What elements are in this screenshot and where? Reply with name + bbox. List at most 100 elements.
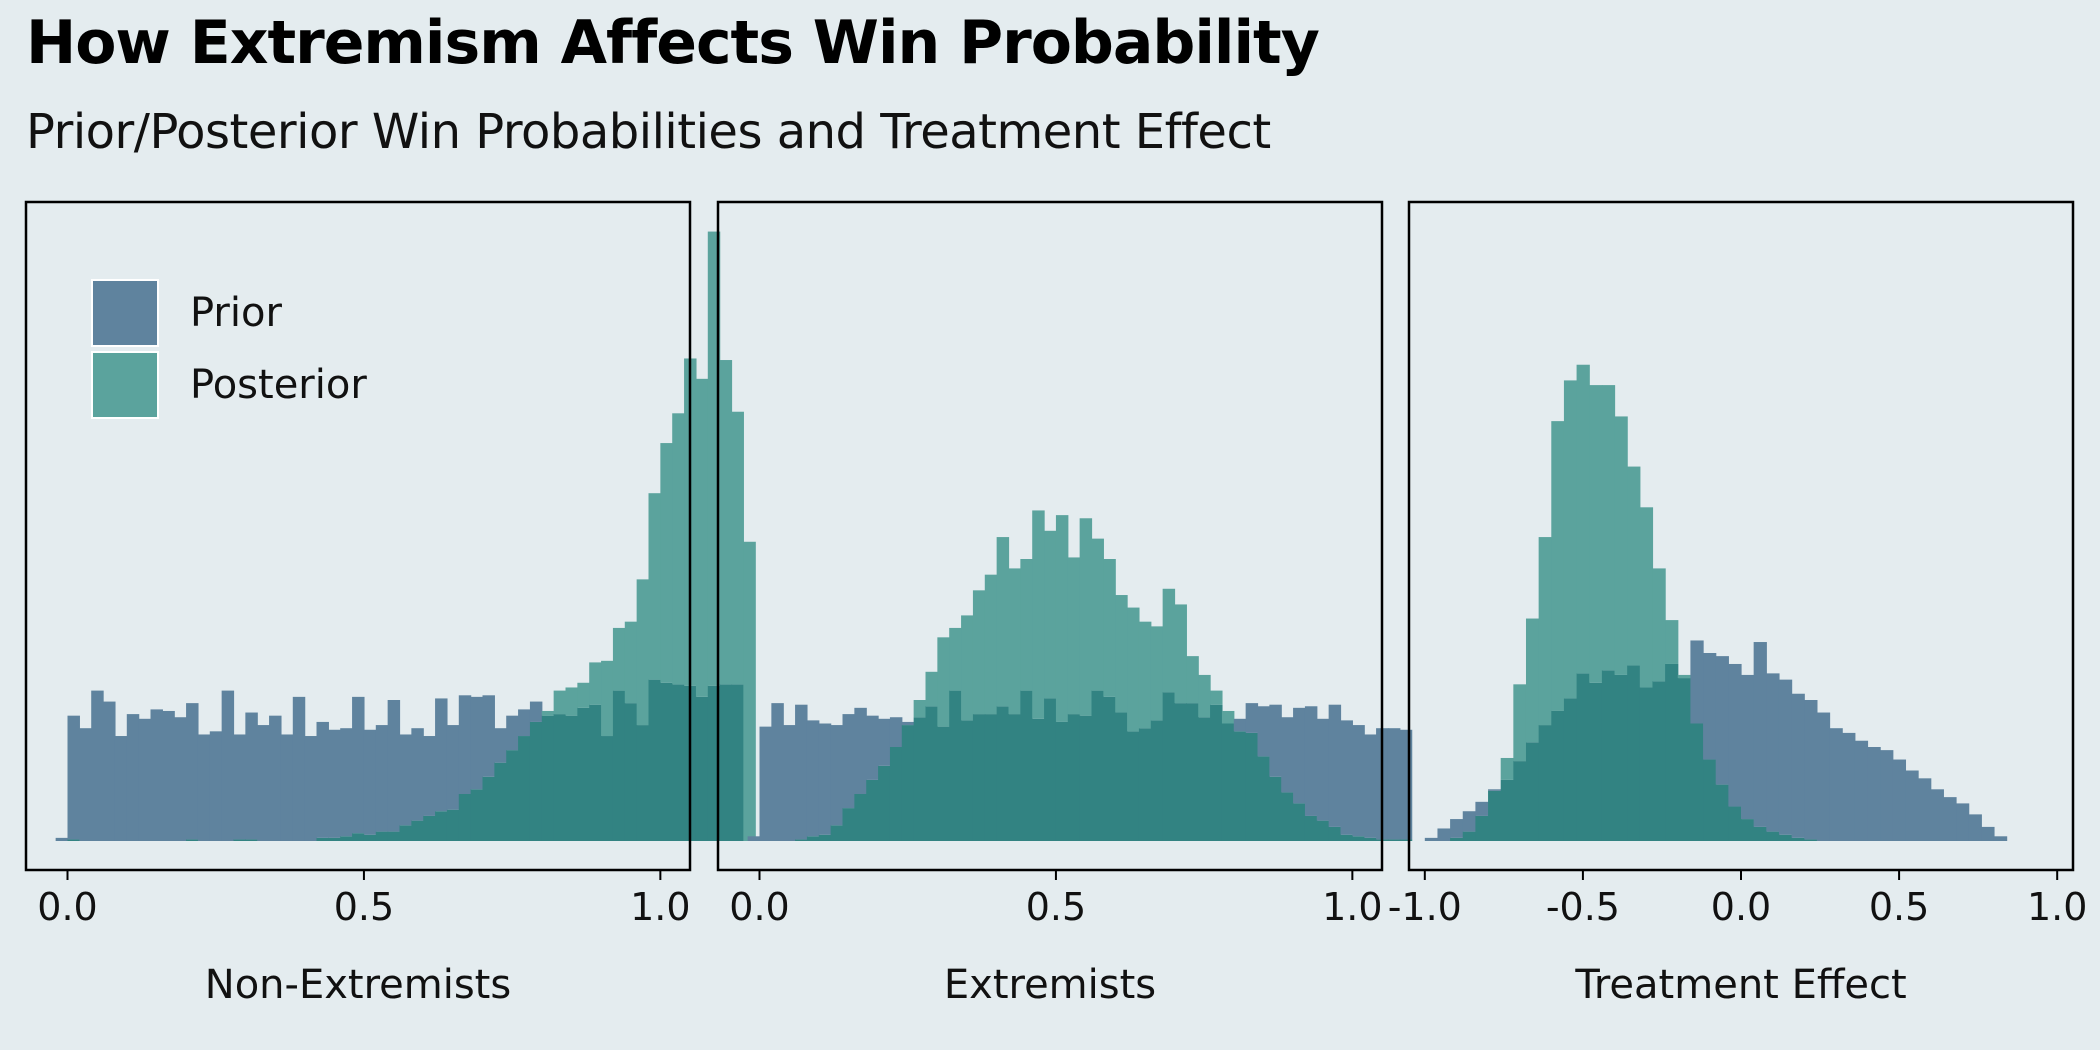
- prior-bar: [328, 729, 341, 838]
- overlap-bar: [719, 684, 733, 841]
- overlap-bar: [1150, 720, 1164, 841]
- overlap-bar: [842, 808, 855, 841]
- prior-bar: [1791, 693, 1805, 838]
- overlap-bar: [1665, 663, 1679, 841]
- x-tick-label: 0.0: [37, 885, 97, 929]
- prior-bar: [340, 728, 353, 837]
- posterior-bar: [541, 710, 555, 716]
- prior-bar: [1316, 718, 1330, 821]
- overlap-bar: [624, 703, 638, 841]
- overlap-bar: [1138, 728, 1152, 841]
- overlap-bar: [506, 750, 519, 841]
- overlap-bar: [1091, 690, 1104, 841]
- posterior-bar: [1115, 595, 1128, 713]
- overlap-bar: [1055, 721, 1069, 841]
- prior-bar: [1437, 828, 1451, 841]
- prior-bar: [1842, 732, 1856, 841]
- overlap-bar: [1589, 682, 1603, 841]
- prior-bar: [162, 710, 175, 841]
- legend-swatch-prior: [91, 279, 159, 347]
- overlap-bar: [1753, 826, 1767, 841]
- posterior-bar: [1525, 618, 1540, 743]
- prior-bar: [245, 712, 258, 840]
- overlap-bar: [423, 815, 436, 841]
- overlap-bar: [949, 690, 962, 841]
- overlap-bar: [925, 706, 938, 841]
- prior-bar: [1804, 700, 1818, 840]
- overlap-bar: [695, 696, 709, 841]
- prior-bar: [280, 734, 294, 841]
- overlap-bar: [233, 839, 246, 841]
- overlap-bar: [411, 820, 424, 841]
- x-axis-label: Non-Extremists: [205, 962, 511, 1008]
- posterior-bar: [1103, 559, 1116, 697]
- x-axis-label: Extremists: [944, 962, 1156, 1008]
- overlap-bar: [1627, 665, 1641, 841]
- prior-bar: [806, 720, 820, 837]
- overlap-bar: [553, 714, 567, 841]
- overlap-bar: [1233, 731, 1247, 841]
- overlap-bar: [565, 715, 578, 841]
- prior-bar: [1269, 704, 1282, 777]
- prior-bar: [1364, 734, 1377, 838]
- posterior-bar: [1150, 626, 1164, 721]
- overlap-bar: [601, 736, 614, 841]
- prior-bar: [506, 715, 519, 751]
- prior-bar: [126, 714, 140, 841]
- prior-bar: [1753, 642, 1767, 827]
- posterior-bar: [565, 687, 578, 716]
- posterior-bar: [1186, 656, 1199, 704]
- posterior-bar: [672, 413, 685, 685]
- posterior-bar: [731, 411, 744, 685]
- overlap-bar: [889, 747, 903, 841]
- prior-bar: [1993, 836, 2008, 841]
- x-tick-label: -0.5: [1546, 885, 1620, 929]
- x-tick-label: 0.5: [334, 885, 394, 929]
- posterior-bar: [937, 637, 950, 727]
- prior-bar: [1905, 770, 1919, 841]
- posterior-bar: [1576, 364, 1590, 674]
- prior-bar: [1778, 679, 1793, 835]
- legend-label-prior: Prior: [190, 290, 282, 336]
- prior-bar: [1968, 814, 1982, 841]
- posterior-bar: [1589, 385, 1603, 683]
- prior-bar: [1816, 712, 1831, 841]
- overlap-bar: [1551, 710, 1565, 841]
- x-tick-label: 1.0: [2027, 885, 2087, 929]
- prior-bar: [1488, 789, 1502, 791]
- prior-bar: [1424, 837, 1439, 841]
- overlap-bar: [1804, 839, 1818, 841]
- prior-bar: [423, 736, 436, 816]
- prior-bar: [375, 725, 389, 832]
- x-tick-label: 0.0: [1711, 885, 1771, 929]
- overlap-bar: [1728, 806, 1742, 841]
- x-tick-label: 0.5: [1026, 885, 1086, 929]
- prior-bar: [304, 736, 318, 841]
- overlap-bar: [1210, 704, 1223, 841]
- prior-bar: [1690, 640, 1704, 724]
- overlap-bar: [972, 714, 986, 841]
- prior-bar: [269, 715, 282, 841]
- overlap-bar: [1563, 698, 1578, 841]
- overlap-bar: [1198, 717, 1211, 841]
- x-tick-label: 1.0: [1322, 885, 1382, 929]
- posterior-bar: [636, 579, 650, 726]
- overlap-bar: [961, 720, 974, 841]
- prior-bar: [1766, 673, 1780, 832]
- prior-bar: [363, 729, 377, 835]
- posterior-bar: [1067, 557, 1081, 715]
- overlap-bar: [1328, 826, 1342, 841]
- prior-bar: [759, 726, 772, 841]
- x-axis-label: Treatment Effect: [1574, 962, 1906, 1008]
- overlap-bar: [1020, 690, 1033, 841]
- overlap-bar: [363, 834, 377, 841]
- prior-bar: [1304, 706, 1318, 816]
- x-tick-label: -1.0: [1388, 885, 1462, 929]
- overlap-bar: [387, 831, 401, 841]
- overlap-bar: [352, 833, 365, 841]
- chart-title: How Extremism Affects Win Probability: [26, 8, 1320, 78]
- prior-bar: [494, 728, 507, 763]
- prior-bar: [114, 736, 128, 841]
- overlap-bar: [1791, 837, 1805, 841]
